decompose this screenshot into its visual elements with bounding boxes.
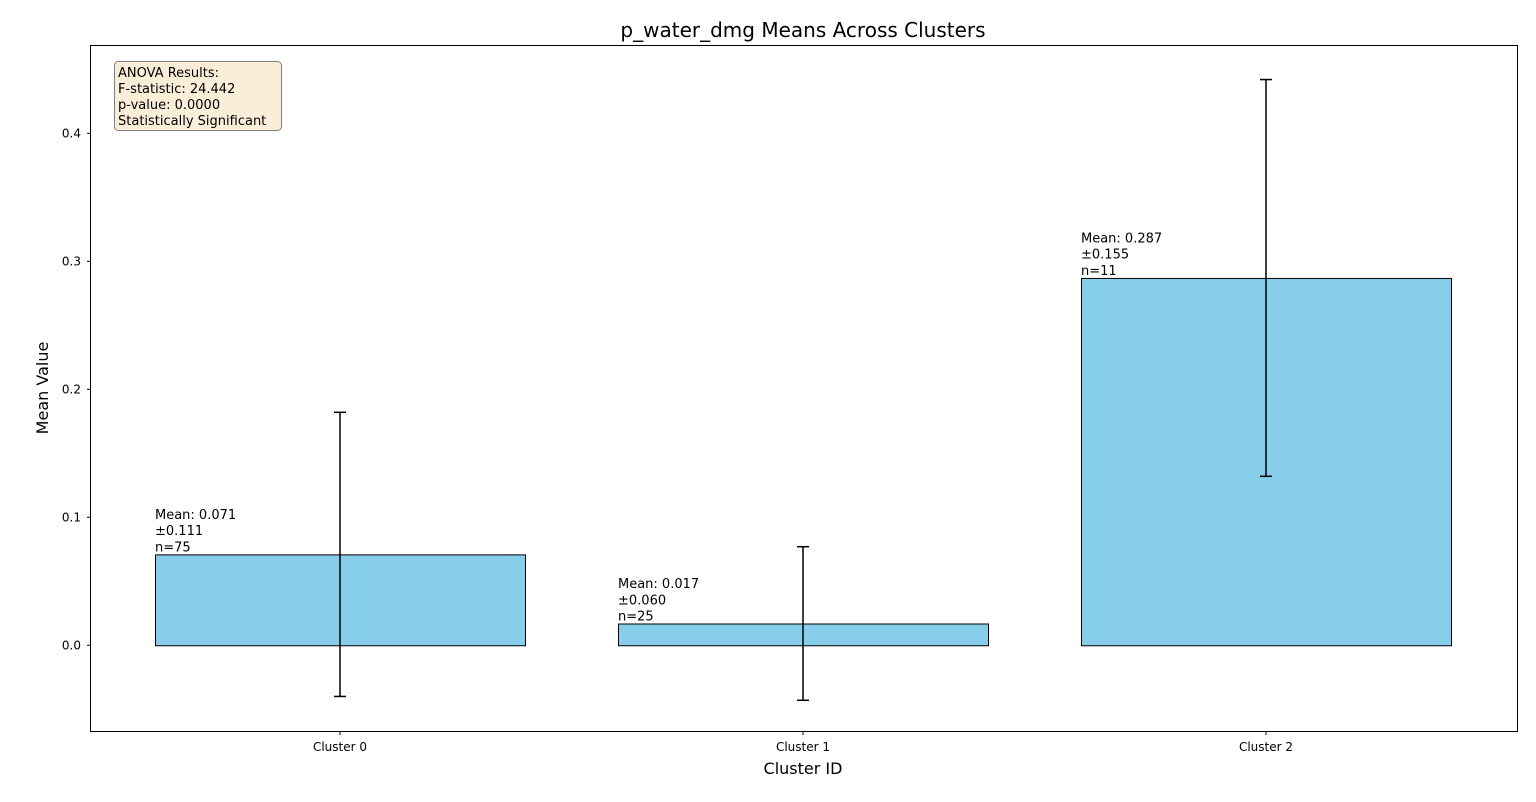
bar-label-0-line-1: ±0.111	[155, 524, 203, 539]
chart-title: p_water_dmg Means Across Clusters	[620, 18, 985, 42]
anova-line-2: p-value: 0.0000	[118, 98, 220, 113]
bar-label-1-line-1: ±0.060	[618, 593, 666, 608]
bar-label-2-line-1: ±0.155	[1081, 248, 1129, 263]
anova-annotation-box: ANOVA Results:F-statistic: 24.442p-value…	[114, 61, 282, 131]
bar-label-2-line-0: Mean: 0.287	[1081, 232, 1162, 247]
bar-label-0-line-2: n=75	[155, 540, 191, 555]
x-axis-label: Cluster ID	[764, 759, 843, 778]
y-tick-label-3: 0.3	[62, 254, 81, 268]
x-axis-ticks: Cluster 0 Cluster 1 Cluster 2	[313, 731, 1293, 754]
x-tick-label-2: Cluster 2	[1239, 740, 1293, 754]
anova-box-background	[114, 61, 282, 131]
y-axis-ticks: 0.0 0.1 0.2 0.3 0.4	[62, 126, 91, 652]
anova-line-1: F-statistic: 24.442	[118, 82, 235, 97]
anova-line-0: ANOVA Results:	[118, 66, 219, 81]
anova-line-3: Statistically Significant	[118, 114, 266, 129]
plot-area-frame	[90, 45, 1518, 732]
bar-label-1-line-2: n=25	[618, 609, 654, 624]
x-tick-label-0: Cluster 0	[313, 740, 367, 754]
y-tick-label-4: 0.4	[62, 126, 81, 140]
bar-label-0-line-0: Mean: 0.071	[155, 508, 236, 523]
bar-label-2-line-2: n=11	[1081, 264, 1117, 279]
error-bars-layer	[334, 78, 1272, 702]
y-tick-label-1: 0.1	[62, 510, 81, 524]
y-axis-label: Mean Value	[33, 342, 52, 435]
x-tick-label-1: Cluster 1	[776, 740, 830, 754]
bar-label-1-line-0: Mean: 0.017	[618, 577, 699, 592]
y-tick-label-2: 0.2	[62, 382, 81, 396]
y-tick-label-0: 0.0	[62, 638, 81, 652]
